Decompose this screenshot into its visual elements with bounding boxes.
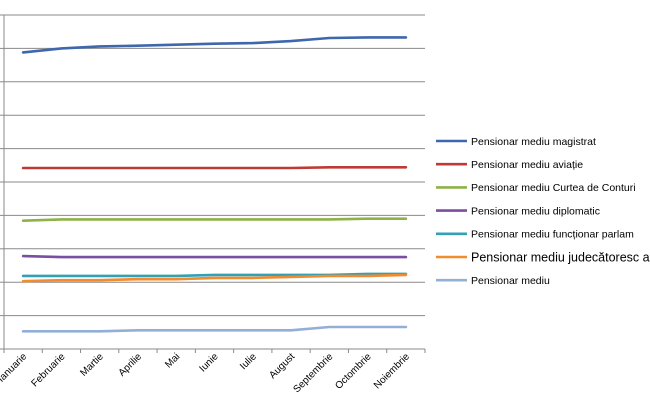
x-tick-label: Octombrie [333,351,374,392]
legend-label-7: Pensionar mediu [471,275,550,287]
series-line-5 [21,272,408,278]
x-tick-label: Aprilie [117,351,145,379]
gridlines [4,14,425,317]
x-tick-label: Iunie [198,351,221,374]
legend: Pensionar mediu magistrat Pensionar mediu… [436,136,650,287]
axes [0,14,426,353]
series-line-2 [21,166,408,170]
x-tick-label: Septembrie [291,351,335,395]
legend-label-5: Pensionar mediu funcționar parlam [471,229,634,241]
x-tick-label: August [267,351,297,381]
series-line-3 [21,217,408,222]
series-line-1 [21,36,408,54]
legend-label-4: Pensionar mediu diplomatic [471,205,600,217]
x-axis-tick-labels: Ianuarie Februarie Martie Aprilie Mai Iunie Iu… [0,351,412,395]
series-lines [21,36,408,333]
legend-label-3: Pensionar mediu Curtea de Conturi [471,182,636,194]
x-tick-label: Noiembrie [372,351,412,391]
x-tick-label: Mai [163,351,182,370]
x-tick-label: Ianuarie [0,351,30,385]
legend-label-1: Pensionar mediu magistrat [471,136,596,148]
series-line-6 [21,273,408,283]
x-tick-label: Martie [78,351,106,379]
series-line-4 [21,254,408,259]
series-line-7 [21,325,408,333]
x-tick-label: Februarie [29,351,67,389]
legend-label-6: Pensionar mediu judecătoresc a [471,251,650,265]
x-tick-label: Iulie [238,351,259,372]
legend-label-2: Pensionar mediu aviație [471,159,583,171]
